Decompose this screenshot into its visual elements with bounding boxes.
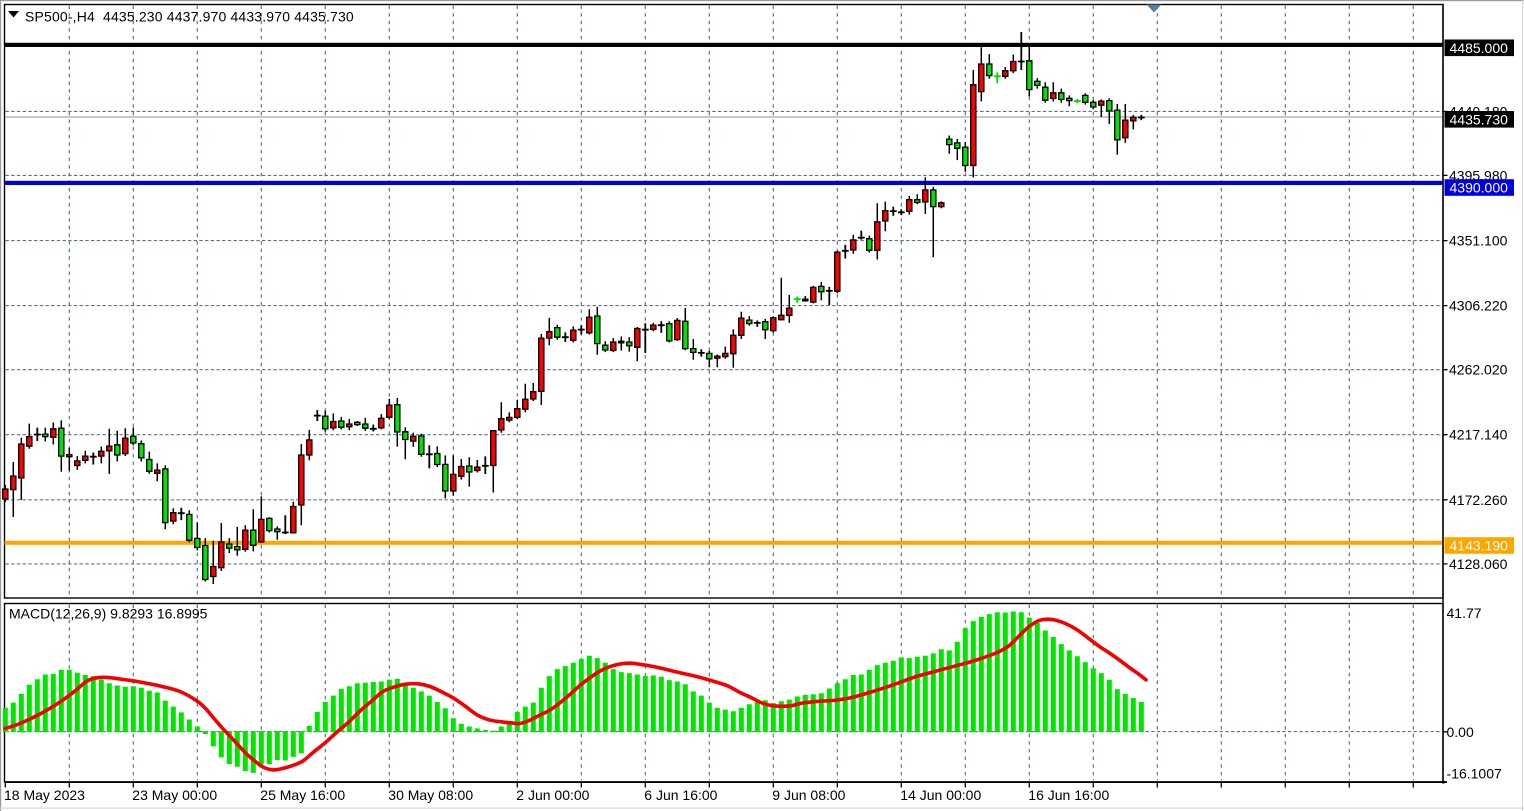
svg-text:4485.000: 4485.000 bbox=[1450, 40, 1509, 56]
svg-text:2 Jun 00:00: 2 Jun 00:00 bbox=[516, 787, 589, 803]
svg-text:0.00: 0.00 bbox=[1447, 724, 1474, 740]
svg-text:4262.020: 4262.020 bbox=[1449, 362, 1508, 378]
svg-text:SP500-,H4 4435.230 4437.970 4: SP500-,H4 4435.230 4437.970 4433.970 443… bbox=[25, 9, 354, 25]
svg-text:30 May 08:00: 30 May 08:00 bbox=[388, 787, 473, 803]
svg-text:MACD(12,26,9) 9.8293 16.8995: MACD(12,26,9) 9.8293 16.8995 bbox=[9, 606, 208, 622]
svg-text:23 May 00:00: 23 May 00:00 bbox=[132, 787, 217, 803]
svg-text:16 Jun 16:00: 16 Jun 16:00 bbox=[1028, 787, 1109, 803]
svg-text:14 Jun 00:00: 14 Jun 00:00 bbox=[900, 787, 981, 803]
svg-text:4435.730: 4435.730 bbox=[1450, 111, 1509, 127]
svg-text:4306.220: 4306.220 bbox=[1449, 298, 1508, 314]
svg-text:4128.060: 4128.060 bbox=[1449, 556, 1508, 572]
svg-text:18 May 2023: 18 May 2023 bbox=[4, 787, 85, 803]
svg-text:4143.190: 4143.190 bbox=[1450, 538, 1509, 554]
svg-text:-16.1007: -16.1007 bbox=[1447, 765, 1502, 781]
svg-text:6 Jun 16:00: 6 Jun 16:00 bbox=[644, 787, 717, 803]
svg-text:25 May 16:00: 25 May 16:00 bbox=[260, 787, 345, 803]
svg-text:4351.100: 4351.100 bbox=[1449, 233, 1508, 249]
svg-text:4217.140: 4217.140 bbox=[1449, 427, 1508, 443]
svg-text:4172.260: 4172.260 bbox=[1449, 492, 1508, 508]
svg-text:4390.000: 4390.000 bbox=[1450, 180, 1509, 196]
svg-text:9 Jun 08:00: 9 Jun 08:00 bbox=[772, 787, 845, 803]
svg-text:41.77: 41.77 bbox=[1447, 605, 1482, 621]
